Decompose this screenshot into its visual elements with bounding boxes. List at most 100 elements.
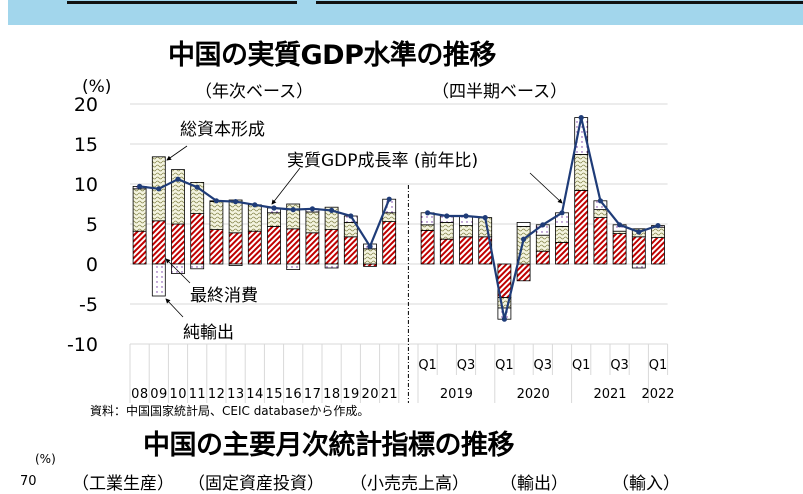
x-tick-label-annual: 08 xyxy=(131,387,148,402)
net-exports-bar xyxy=(631,263,646,269)
y-tick-label: 10 xyxy=(74,174,98,196)
x-tick-label-quarter: Q1 xyxy=(649,358,668,373)
consumption-bar xyxy=(382,221,397,265)
net-exports-bar xyxy=(324,263,339,269)
consumption-bar xyxy=(516,263,531,282)
x-tick-label-annual: 10 xyxy=(170,387,187,402)
consumption-bar xyxy=(420,229,435,265)
gdp-growth-point xyxy=(329,207,335,213)
x-tick-label-annual: 18 xyxy=(323,387,340,402)
y-axis-unit: (%) xyxy=(82,77,112,97)
capital-formation-bar xyxy=(382,212,397,223)
consumption-arrow xyxy=(165,258,191,284)
panel-industrial-production: （工業生産） xyxy=(72,474,174,494)
header-band xyxy=(8,0,803,25)
capital-arrow xyxy=(166,145,188,161)
panel-retail-sales: （小売売上高） xyxy=(350,474,469,494)
capital-formation-bar xyxy=(324,206,339,230)
consumption-bar xyxy=(631,236,646,265)
capital-formation-bar xyxy=(420,224,435,231)
gdp-growth-point xyxy=(137,183,143,189)
consumption-bar xyxy=(305,232,320,265)
consumption-bar xyxy=(171,223,185,265)
capital-formation-bar xyxy=(132,188,147,232)
source-note: 資料：中国国家統計局、CEIC databaseから作成。 xyxy=(90,404,370,418)
legend-gdp-growth: 実質GDP成長率 (前年比) xyxy=(287,151,478,171)
gdp-arrow-quarterly xyxy=(529,172,563,204)
second-chart-unit: (%) xyxy=(35,452,56,466)
consumption-bar xyxy=(439,238,454,265)
consumption-bar xyxy=(555,241,569,265)
x-tick-label-quarter: Q3 xyxy=(534,358,553,373)
gdp-growth-point xyxy=(233,199,239,205)
consumption-bar xyxy=(574,189,589,265)
y-tick-label: 15 xyxy=(74,134,98,156)
x-tick-label-annual: 20 xyxy=(362,387,379,402)
x-tick-label-annual: 13 xyxy=(227,387,244,402)
gdp-growth-line xyxy=(139,177,391,249)
x-tick-label-year: 2020 xyxy=(517,387,550,402)
x-tick-label-annual: 14 xyxy=(246,387,263,402)
gdp-growth-point xyxy=(194,184,200,190)
y-tick-label: 20 xyxy=(74,94,98,116)
consumption-bar xyxy=(247,230,262,265)
capital-formation-bar xyxy=(574,153,589,191)
gdp-growth-point xyxy=(175,176,181,182)
net-exports-bar xyxy=(190,263,205,270)
x-tick-label-quarter: Q1 xyxy=(572,358,591,373)
x-tick-label-annual: 15 xyxy=(266,387,283,402)
second-chart-title: 中国の主要月次統計指標の推移 xyxy=(143,430,515,461)
net-exports-bar xyxy=(151,263,166,297)
capital-formation-bar xyxy=(459,225,473,238)
gdp-growth-point xyxy=(617,222,623,228)
gdp-growth-point xyxy=(425,210,431,216)
x-tick-label-annual: 17 xyxy=(304,387,321,402)
consumption-bar xyxy=(343,236,358,265)
consumption-bar xyxy=(286,228,301,265)
gdp-growth-point xyxy=(156,186,162,192)
gdp-growth-point xyxy=(367,243,373,249)
x-tick-label-annual: 21 xyxy=(381,387,398,402)
gdp-growth-point xyxy=(578,115,584,121)
y-tick-label: -5 xyxy=(79,294,98,316)
net-exports-bar xyxy=(286,263,301,270)
x-tick-label-year: 2019 xyxy=(440,387,473,402)
gdp-growth-point xyxy=(309,206,315,212)
gdp-growth-point xyxy=(463,213,469,219)
gdp-growth-point xyxy=(655,223,661,229)
panel-fixed-investment: （固定資産投資） xyxy=(188,474,324,494)
y-tick-label: 5 xyxy=(86,214,98,236)
x-tick-label-annual: 09 xyxy=(150,387,167,402)
net-exports-arrow xyxy=(165,298,184,318)
consumption-bar xyxy=(459,236,473,265)
panel-label-annual: （年次ベース） xyxy=(195,82,314,102)
consumption-bar xyxy=(651,237,665,265)
gdp-growth-point xyxy=(252,202,258,208)
panel-exports: （輸出） xyxy=(500,474,568,494)
capital-formation-bar xyxy=(439,221,454,240)
x-tick-label-year: 2021 xyxy=(593,387,626,402)
gdp-growth-point xyxy=(213,198,219,204)
gdp-growth-point xyxy=(501,316,507,322)
capital-formation-bar xyxy=(209,201,224,231)
legend-net-exports: 純輸出 xyxy=(183,323,234,343)
capital-formation-bar xyxy=(651,226,665,238)
capital-formation-bar xyxy=(247,204,262,232)
x-tick-label-quarter: Q3 xyxy=(610,358,629,373)
net-exports-bar xyxy=(171,263,185,275)
x-tick-label-quarter: Q1 xyxy=(418,358,437,373)
x-tick-label-year: 2022 xyxy=(641,387,674,402)
gdp-growth-point xyxy=(597,198,604,204)
gdp-growth-point xyxy=(290,207,296,213)
capital-formation-bar xyxy=(555,225,569,243)
consumption-bar xyxy=(535,250,550,265)
header-rule-right xyxy=(316,1,803,4)
x-tick-label-quarter: Q1 xyxy=(495,358,514,373)
consumption-bar xyxy=(267,225,281,265)
gdp-growth-point xyxy=(386,196,392,202)
legend-capital-formation: 総資本形成 xyxy=(180,120,265,140)
consumption-bar xyxy=(612,233,627,265)
x-tick-label-annual: 16 xyxy=(285,387,302,402)
consumption-bar xyxy=(132,230,147,265)
consumption-bar xyxy=(228,232,243,265)
